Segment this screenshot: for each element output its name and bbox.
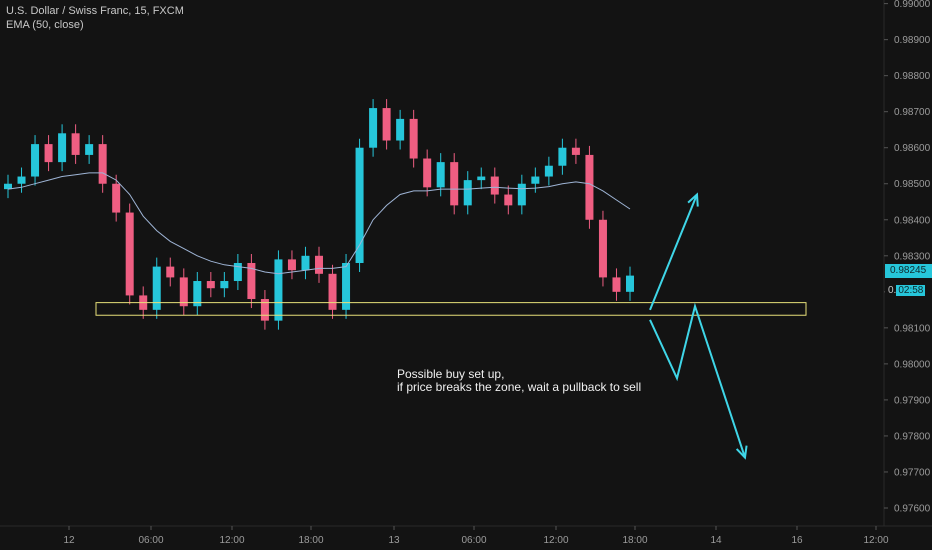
time-tick-label: 12:00 — [863, 535, 888, 546]
trade-idea-note[interactable]: Possible buy set up, if price breaks the… — [397, 368, 641, 394]
candle-body — [112, 183, 121, 213]
countdown-badge: 0. 02:58 — [885, 284, 932, 298]
candle-body — [544, 165, 553, 177]
price-tick-label: 0.98900 — [894, 35, 931, 46]
candle-body — [477, 176, 486, 181]
candle-body — [220, 281, 229, 289]
candle-body — [558, 147, 567, 166]
arrow-head — [687, 192, 699, 207]
candle-body — [612, 277, 621, 292]
candle-body — [301, 255, 310, 271]
candle-body — [31, 144, 40, 177]
price-tick-label: 0.98500 — [894, 179, 931, 190]
price-tick-label: 0.98000 — [894, 359, 931, 370]
last-price-value: 0.98245 — [890, 265, 927, 276]
candles-layer — [4, 99, 634, 330]
last-price-badge: 0.98245 — [885, 264, 932, 278]
price-tick-label: 0.99000 — [894, 0, 931, 10]
price-tick-label: 0.97900 — [894, 395, 931, 406]
time-tick-label: 14 — [710, 535, 722, 546]
candle-body — [571, 147, 580, 155]
candle-body — [71, 133, 80, 155]
countdown-timer: 02:58 — [896, 285, 926, 296]
chart-legend: U.S. Dollar / Swiss Franc, 15, FXCM EMA … — [6, 4, 184, 32]
candle-body — [152, 266, 161, 310]
time-tick-label: 18:00 — [622, 535, 647, 546]
arrow-head — [735, 445, 748, 460]
candle-body — [274, 259, 283, 321]
candle-body — [4, 183, 12, 190]
price-tick-label: 0.98700 — [894, 107, 931, 118]
time-axis[interactable]: 12 06:00 12:00 18:00 13 06:00 12:00 18:00 14 16 12… — [63, 526, 889, 546]
countdown-prefix: 0. — [888, 285, 897, 296]
time-tick-label: 12:00 — [219, 535, 244, 546]
candle-body — [355, 147, 364, 263]
time-tick-label: 12:00 — [543, 535, 568, 546]
candle-body — [247, 263, 256, 300]
candle-body — [206, 281, 215, 289]
time-tick-label: 16 — [791, 535, 803, 546]
candle-body — [423, 158, 432, 188]
candle-body — [179, 277, 188, 307]
candle-body — [382, 108, 391, 141]
price-tick-label: 0.98800 — [894, 71, 931, 82]
price-tick-label: 0.97800 — [894, 431, 931, 442]
price-tick-label: 0.98100 — [894, 323, 931, 334]
symbol-title: U.S. Dollar / Swiss Franc, 15, FXCM — [6, 5, 184, 17]
candle-body — [260, 299, 269, 321]
candle-body — [396, 118, 405, 141]
price-tick-label: 0.98600 — [894, 143, 931, 154]
support-zone-rectangle[interactable] — [95, 302, 807, 316]
candle-body — [463, 180, 472, 206]
candle-body — [517, 183, 526, 206]
price-tick-label: 0.98400 — [894, 215, 931, 226]
note-line-1: Possible buy set up, — [397, 367, 505, 381]
ema-indicator-label: EMA (50, close) — [6, 19, 84, 31]
candle-body — [315, 255, 323, 274]
candle-body — [598, 219, 607, 278]
note-line-2: if price breaks the zone, wait a pullbac… — [397, 380, 642, 394]
candle-body — [287, 259, 296, 271]
time-tick-label: 12 — [63, 535, 75, 546]
candle-body — [233, 263, 242, 282]
price-tick-label: 0.97600 — [894, 503, 931, 514]
projection-arrow-path — [649, 302, 746, 458]
candle-body — [342, 263, 351, 310]
candle-body — [490, 176, 499, 195]
candle-body — [369, 108, 378, 148]
candle-body — [504, 194, 513, 206]
time-tick-label: 06:00 — [138, 535, 163, 546]
candle-body — [85, 144, 94, 155]
price-tick-label: 0.97700 — [894, 467, 931, 478]
candle-body — [58, 133, 67, 163]
time-tick-label: 13 — [388, 535, 400, 546]
candle-body — [166, 266, 175, 278]
candle-body — [193, 281, 202, 307]
candle-body — [626, 275, 634, 292]
time-tick-label: 06:00 — [461, 535, 486, 546]
candle-body — [531, 176, 540, 184]
projection-arrows[interactable] — [649, 192, 748, 460]
candle-body — [125, 212, 134, 296]
price-tick-label: 0.98300 — [894, 251, 931, 262]
candle-body — [450, 162, 459, 206]
projection-arrow-path — [649, 194, 698, 311]
candle-body — [98, 144, 107, 184]
time-tick-label: 18:00 — [298, 535, 323, 546]
candle-body — [585, 154, 594, 220]
candle-body — [436, 162, 445, 188]
candle-body — [328, 273, 337, 310]
ema-line — [7, 172, 631, 275]
candle-body — [44, 144, 53, 163]
candle-body — [17, 176, 26, 184]
candle-body — [409, 118, 418, 159]
